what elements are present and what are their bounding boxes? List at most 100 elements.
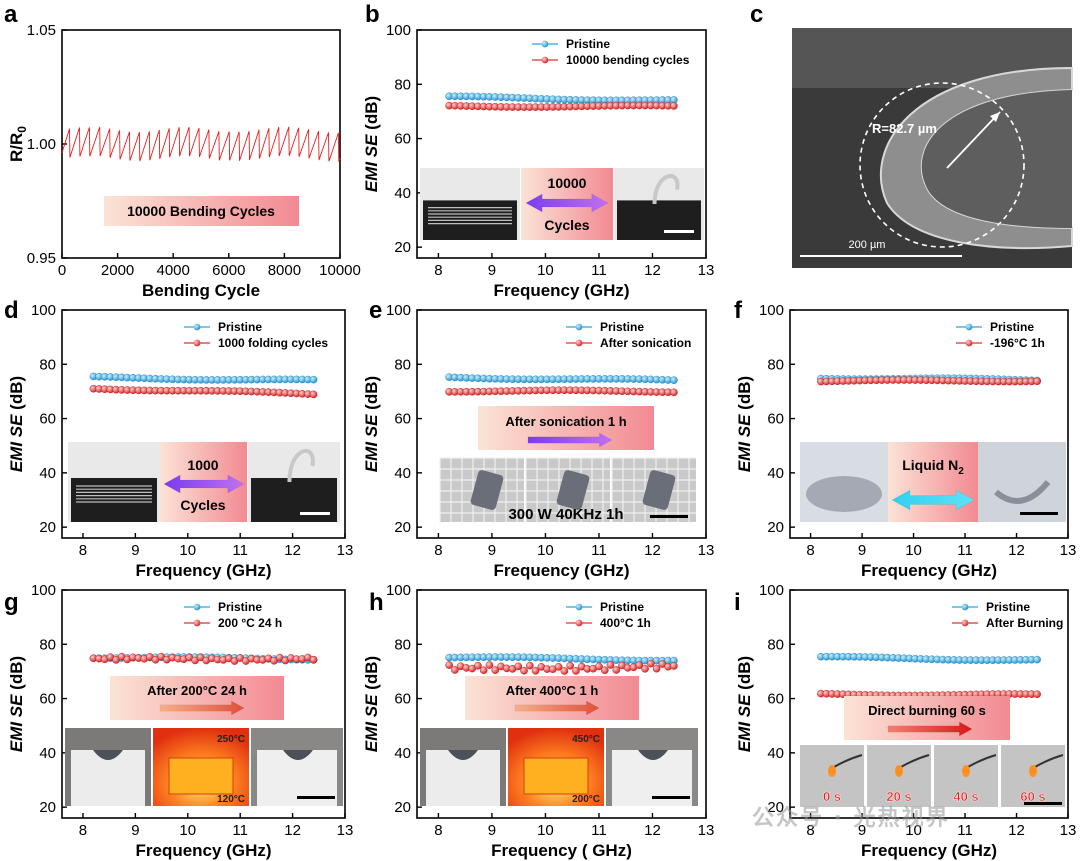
- burn-flame: [828, 765, 836, 777]
- panel-letter-f: f: [734, 297, 743, 324]
- ln2-photo-right: [978, 442, 1066, 522]
- y-tick-label: 40: [767, 465, 784, 482]
- burn-time-label: 40 s: [953, 789, 978, 804]
- x-tick-label: 13: [1060, 542, 1077, 559]
- plot-frame: [789, 309, 1069, 539]
- y-tick-label: 20: [394, 519, 411, 536]
- legend-label: After sonication: [600, 336, 691, 350]
- data-point: [652, 664, 661, 673]
- burn-tweezer: [833, 754, 863, 768]
- y-tick-label: 80: [767, 636, 784, 653]
- y-tick-label: 100: [386, 22, 411, 39]
- y-tick-label: 20: [39, 519, 56, 536]
- bent-film: [652, 174, 680, 205]
- legend-label: After Burning: [986, 616, 1063, 630]
- arrow-shape: [163, 474, 245, 494]
- scale-bar: [650, 515, 688, 518]
- scale-bar: [664, 230, 694, 233]
- panel-letter-e: e: [369, 297, 382, 324]
- data-point: [445, 661, 453, 669]
- y-tick-label: 40: [767, 745, 784, 762]
- x-axis-label: Frequency (GHz): [861, 841, 997, 860]
- x-tick-label: 10: [905, 822, 922, 839]
- x-tick-label: 8: [79, 822, 87, 839]
- x-tick-label: 8: [434, 262, 442, 279]
- y-tick-label: 100: [759, 582, 784, 599]
- burn-time-label: 20 s: [886, 789, 911, 804]
- y-tick-label: 80: [39, 636, 56, 653]
- series-pristine: [89, 372, 318, 384]
- data-point: [670, 102, 678, 110]
- data-point: [479, 666, 488, 675]
- inset-label-top: After sonication 1 h: [505, 414, 626, 429]
- data-point: [670, 662, 678, 670]
- legend-label: Pristine: [600, 600, 644, 614]
- y-axis-label: EMI SE (dB): [362, 656, 381, 752]
- x-tick-label: 13: [698, 822, 715, 839]
- heat-film: [448, 750, 478, 760]
- chart-i: 8 9 10 11 12 13 20 40 60 80 100 Frequency (GHz) EMI …: [735, 582, 1076, 860]
- y-tick-label: 20: [767, 799, 784, 816]
- data-point: [526, 661, 534, 670]
- x-tick-label: 2000: [101, 262, 134, 279]
- y-tick-label: 60: [394, 131, 411, 148]
- bent-film: [287, 448, 315, 483]
- x-axis-label: Frequency (GHz): [135, 841, 271, 860]
- x-tick-label: 9: [488, 542, 496, 559]
- x-tick-label: 12: [644, 262, 661, 279]
- y-tick-label: 100: [31, 582, 56, 599]
- inset-label-bottom: 300 W 40KHz 1h: [508, 506, 623, 523]
- y-tick-label: 80: [394, 356, 411, 373]
- temp-high-label: 450°C: [572, 734, 600, 745]
- x-tick-label: 13: [337, 822, 354, 839]
- data-point: [560, 667, 569, 675]
- y-tick-label: 40: [394, 745, 411, 762]
- data-point: [491, 666, 500, 674]
- legend-marker: [575, 339, 583, 347]
- x-axis-label: Frequency (GHz): [493, 281, 629, 300]
- arrow-shape: [887, 721, 973, 737]
- data-point: [309, 375, 318, 384]
- x-tick-label: 9: [131, 822, 139, 839]
- fixture-base: [71, 478, 157, 522]
- data-point: [670, 376, 678, 384]
- x-tick-label: 11: [957, 542, 973, 559]
- legend-marker: [541, 40, 549, 48]
- data-point: [531, 666, 540, 675]
- y-tick-label: 40: [39, 465, 56, 482]
- x-tick-label: 9: [858, 542, 866, 559]
- inset-label-bottom: Cycles: [544, 217, 589, 233]
- series-400-c-1h: [445, 659, 678, 675]
- data-point: [309, 655, 318, 664]
- data-point: [485, 661, 494, 669]
- y-tick-label: 20: [394, 239, 411, 256]
- temp-low-label: 120°C: [217, 794, 245, 805]
- x-tick-label: 8000: [268, 262, 301, 279]
- temp-high-label: 250°C: [217, 734, 245, 745]
- radius-arrowhead: [990, 112, 1000, 122]
- x-tick-label: 12: [284, 822, 301, 839]
- x-axis-label: Frequency (GHz): [135, 561, 271, 580]
- sem-scale-label: 200 µm: [849, 239, 886, 251]
- legend-marker: [965, 339, 973, 347]
- legend-marker: [961, 603, 969, 611]
- arrow-shape: [525, 193, 609, 213]
- arrow-shape: [514, 700, 600, 716]
- series-pristine: [817, 652, 1041, 664]
- thermal-block: [168, 757, 234, 795]
- series-after-sonication: [445, 386, 678, 397]
- y-axis-label: EMI SE (dB): [362, 96, 381, 192]
- y-tick-label: 100: [386, 302, 411, 319]
- radius-arrow: [946, 111, 1001, 169]
- data-point: [1033, 655, 1041, 664]
- arrow-shape: [891, 489, 975, 511]
- legend-label: Pristine: [218, 320, 262, 334]
- burn-tweezer: [1034, 754, 1064, 768]
- legend-label: Pristine: [990, 320, 1034, 334]
- y-tick-label: 1.00: [27, 136, 56, 153]
- x-tick-label: 12: [284, 542, 301, 559]
- watermark: 公众号 · 光热视界: [752, 806, 950, 831]
- data-point: [635, 661, 644, 669]
- x-tick-label: 11: [591, 822, 607, 839]
